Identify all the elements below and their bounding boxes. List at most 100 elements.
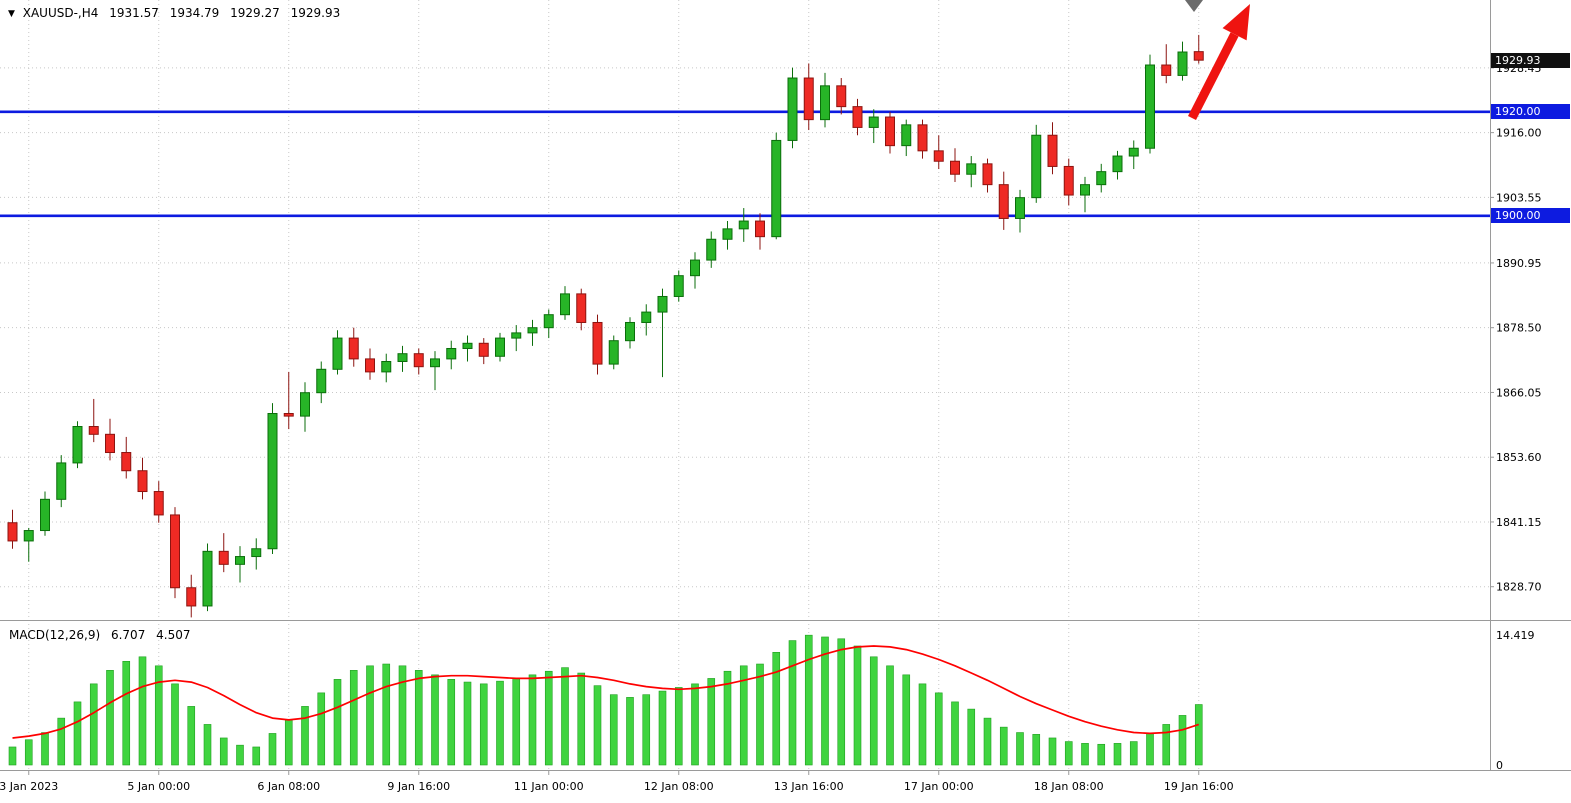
macd-signal-line — [12, 645, 1200, 739]
candle-body — [527, 327, 538, 334]
macd-histogram-bar — [41, 732, 49, 766]
macd-histogram-bar — [739, 665, 748, 766]
macd-histogram-bar — [252, 746, 261, 766]
macd-histogram-bar — [496, 680, 504, 766]
macd-histogram-bar — [447, 679, 456, 766]
macd-histogram-bar — [593, 685, 602, 766]
macd-histogram-bar — [918, 683, 927, 766]
price-axis-label: 1828.70 — [1496, 581, 1542, 594]
macd-histogram-bar — [561, 667, 569, 766]
candle-body — [673, 275, 684, 297]
macd-histogram-bar — [1064, 741, 1073, 766]
macd-indicator-label: MACD(12,26,9) 6.707 4.507 — [9, 628, 198, 642]
hline-price-badge-1920: 1920.00 — [1491, 104, 1570, 120]
price-axis-label: 1853.60 — [1496, 451, 1542, 464]
candle-body — [1161, 64, 1172, 76]
ohlc-high: 1934.79 — [169, 6, 220, 20]
macd-histogram-bar — [1081, 743, 1089, 766]
trend-arrow-head[interactable] — [1222, 4, 1250, 41]
candle-body — [1112, 155, 1123, 173]
candle-body — [933, 150, 944, 162]
price-axis-label: 1916.00 — [1496, 127, 1542, 140]
symbol-dropdown-icon[interactable]: ▼ — [8, 9, 15, 19]
time-axis-label: 17 Jan 00:00 — [904, 780, 974, 793]
candle-body — [88, 426, 99, 435]
candle-body — [625, 321, 635, 342]
hline-price-badge-1900: 1900.00 — [1491, 208, 1570, 224]
candle-body — [121, 452, 132, 472]
macd-name: MACD(12,26,9) — [9, 628, 101, 642]
macd-histogram-bar — [1129, 741, 1138, 766]
candle-body — [966, 163, 977, 175]
macd-histogram-bar — [804, 634, 813, 766]
macd-histogram-bar — [1113, 743, 1122, 766]
macd-histogram-bar — [707, 678, 716, 766]
macd-histogram-bar — [24, 739, 33, 766]
macd-histogram-bar — [317, 692, 326, 766]
candle-body — [23, 530, 34, 542]
candle-body — [820, 85, 830, 121]
chart-title: XAUUSD-,H4 — [22, 6, 99, 20]
macd-axis-label: 0 — [1496, 759, 1503, 772]
macd-histogram-bar — [89, 683, 98, 766]
candle-body — [950, 160, 960, 175]
trend-arrow-shaft[interactable] — [1187, 32, 1239, 121]
candle-body — [560, 293, 570, 316]
candle-body — [462, 342, 473, 349]
candle-body — [755, 220, 765, 238]
candle-body — [706, 238, 717, 261]
macd-histogram-bar — [138, 656, 147, 766]
candle-body — [235, 556, 245, 565]
macd-histogram-bar — [57, 717, 66, 766]
macd-histogram-bar — [398, 665, 407, 766]
candle-body — [771, 139, 782, 238]
time-axis-label: 9 Jan 16:00 — [387, 780, 450, 793]
time-axis-label: 13 Jan 16:00 — [774, 780, 844, 793]
macd-histogram-bar — [301, 706, 309, 766]
macd-histogram-bar — [366, 665, 374, 766]
macd-histogram-bar — [609, 694, 618, 766]
candle-body — [300, 392, 310, 417]
candle-body — [105, 433, 115, 454]
macd-histogram-bar — [1194, 704, 1203, 766]
candle-body — [787, 77, 798, 141]
macd-histogram-bar — [479, 683, 488, 766]
candle-body — [348, 337, 359, 360]
macd-histogram-bar — [951, 701, 959, 766]
candle-body — [836, 85, 847, 108]
macd-histogram-bar — [1032, 734, 1041, 766]
macd-histogram-bar — [431, 674, 439, 766]
candle-body — [722, 228, 733, 240]
candle-body — [982, 163, 993, 186]
macd-histogram-bar — [219, 737, 228, 766]
candle-body — [576, 293, 587, 323]
time-axis-label: 6 Jan 08:00 — [257, 780, 320, 793]
candle-body — [251, 548, 262, 558]
time-axis-label: 11 Jan 00:00 — [514, 780, 584, 793]
time-axis-label: 5 Jan 00:00 — [127, 780, 190, 793]
candle-body — [1145, 64, 1155, 149]
candle-body — [430, 358, 440, 368]
macd-histogram-bar — [528, 674, 537, 766]
candle-body — [998, 184, 1009, 219]
macd-histogram-bar — [349, 670, 358, 766]
macd-histogram-bar — [967, 708, 976, 766]
candle-body — [446, 347, 457, 360]
candle-body — [381, 360, 392, 373]
macd-histogram-bar — [983, 717, 992, 766]
macd-histogram-bar — [999, 726, 1008, 766]
macd-histogram-bar — [236, 744, 244, 766]
candle-body — [1193, 51, 1204, 61]
candle-body — [332, 337, 343, 370]
time-axis-label: 18 Jan 08:00 — [1034, 780, 1104, 793]
candle-body — [690, 259, 700, 277]
macd-histogram-bar — [821, 636, 829, 766]
macd-histogram-bar — [414, 670, 423, 766]
candle-body — [267, 413, 278, 550]
macd-histogram-bar — [284, 719, 293, 766]
candle-body — [495, 337, 505, 357]
ohlc-open: 1931.57 — [109, 6, 159, 20]
